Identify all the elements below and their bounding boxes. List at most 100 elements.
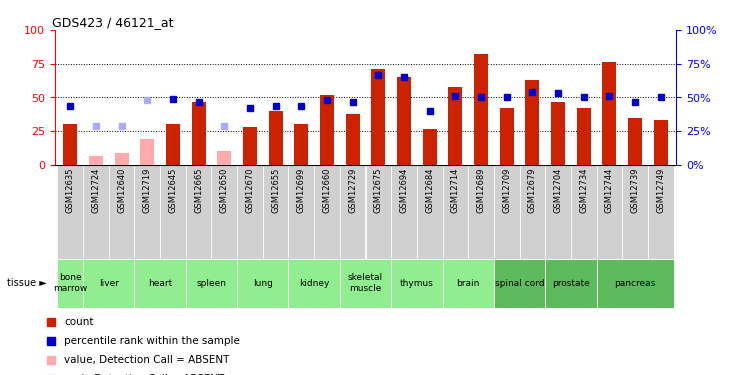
Bar [371, 69, 385, 165]
Bar [295, 124, 308, 165]
Text: count: count [64, 317, 94, 327]
Bar [83, 165, 109, 259]
Text: liver: liver [99, 279, 118, 288]
Bar [391, 165, 417, 259]
Text: GSM12699: GSM12699 [297, 168, 306, 213]
Bar [58, 165, 83, 259]
Bar [494, 165, 520, 259]
Text: lung: lung [253, 279, 273, 288]
Bar [115, 153, 129, 165]
Text: GSM12684: GSM12684 [425, 168, 434, 213]
Text: prostate: prostate [552, 279, 590, 288]
Bar [468, 165, 494, 259]
Bar [423, 129, 436, 165]
Text: GSM12660: GSM12660 [322, 168, 331, 213]
Bar [545, 165, 571, 259]
Bar [217, 152, 231, 165]
Bar [340, 259, 391, 308]
Text: pancreas: pancreas [615, 279, 656, 288]
Bar [237, 259, 289, 308]
Bar [186, 259, 237, 308]
Bar [448, 87, 463, 165]
Bar [628, 118, 642, 165]
Text: GSM12744: GSM12744 [605, 168, 614, 213]
Bar [577, 108, 591, 165]
Bar [83, 259, 135, 308]
Text: GSM12714: GSM12714 [451, 168, 460, 213]
Bar [494, 259, 545, 308]
Bar [186, 165, 211, 259]
Bar [109, 165, 135, 259]
Bar [289, 259, 340, 308]
Bar [648, 165, 673, 259]
Bar [58, 259, 83, 308]
Bar [391, 259, 442, 308]
Bar [571, 165, 596, 259]
Bar [346, 114, 360, 165]
Text: GSM12739: GSM12739 [631, 168, 640, 213]
Bar [340, 165, 366, 259]
Bar [320, 95, 334, 165]
Bar [442, 259, 494, 308]
Text: GSM12724: GSM12724 [91, 168, 100, 213]
Bar [268, 111, 283, 165]
Bar [135, 165, 160, 259]
Bar [596, 165, 622, 259]
Text: tissue ►: tissue ► [7, 278, 47, 288]
Bar [551, 102, 565, 165]
Bar [474, 54, 488, 165]
Text: brain: brain [457, 279, 480, 288]
Text: GSM12679: GSM12679 [528, 168, 537, 213]
Text: GSM12645: GSM12645 [168, 168, 178, 213]
Bar [442, 165, 468, 259]
Text: GSM12719: GSM12719 [143, 168, 152, 213]
Text: GSM12675: GSM12675 [374, 168, 383, 213]
Text: GDS423 / 46121_at: GDS423 / 46121_at [52, 16, 173, 29]
Bar [89, 156, 103, 165]
Text: value, Detection Call = ABSENT: value, Detection Call = ABSENT [64, 355, 230, 365]
Bar [192, 102, 205, 165]
Bar [397, 77, 411, 165]
Text: bone
marrow: bone marrow [53, 273, 88, 293]
Text: spinal cord: spinal cord [495, 279, 545, 288]
Bar [237, 165, 263, 259]
Text: GSM12694: GSM12694 [400, 168, 409, 213]
Text: GSM12729: GSM12729 [348, 168, 357, 213]
Bar [526, 80, 539, 165]
Text: kidney: kidney [299, 279, 330, 288]
Bar [596, 259, 673, 308]
Text: GSM12670: GSM12670 [246, 168, 254, 213]
Bar [166, 124, 180, 165]
Bar [545, 259, 596, 308]
Bar [160, 165, 186, 259]
Text: GSM12749: GSM12749 [656, 168, 665, 213]
Bar [289, 165, 314, 259]
Text: GSM12635: GSM12635 [66, 168, 75, 213]
Text: GSM12709: GSM12709 [502, 168, 511, 213]
Bar [243, 127, 257, 165]
Bar [314, 165, 340, 259]
Text: percentile rank within the sample: percentile rank within the sample [64, 336, 240, 346]
Bar [263, 165, 289, 259]
Bar [417, 165, 442, 259]
Bar [654, 120, 668, 165]
Text: thymus: thymus [400, 279, 433, 288]
Text: skeletal
muscle: skeletal muscle [348, 273, 383, 293]
Text: spleen: spleen [197, 279, 227, 288]
Text: GSM12655: GSM12655 [271, 168, 280, 213]
Text: GSM12650: GSM12650 [220, 168, 229, 213]
Bar [366, 165, 391, 259]
Bar [135, 259, 186, 308]
Bar [63, 124, 77, 165]
Bar [500, 108, 514, 165]
Bar [211, 165, 237, 259]
Text: GSM12734: GSM12734 [579, 168, 588, 213]
Text: rank, Detection Call = ABSENT: rank, Detection Call = ABSENT [64, 374, 224, 375]
Text: GSM12640: GSM12640 [117, 168, 126, 213]
Text: heart: heart [148, 279, 173, 288]
Text: GSM12704: GSM12704 [553, 168, 563, 213]
Bar [622, 165, 648, 259]
Bar [520, 165, 545, 259]
Bar [140, 140, 154, 165]
Text: GSM12689: GSM12689 [477, 168, 485, 213]
